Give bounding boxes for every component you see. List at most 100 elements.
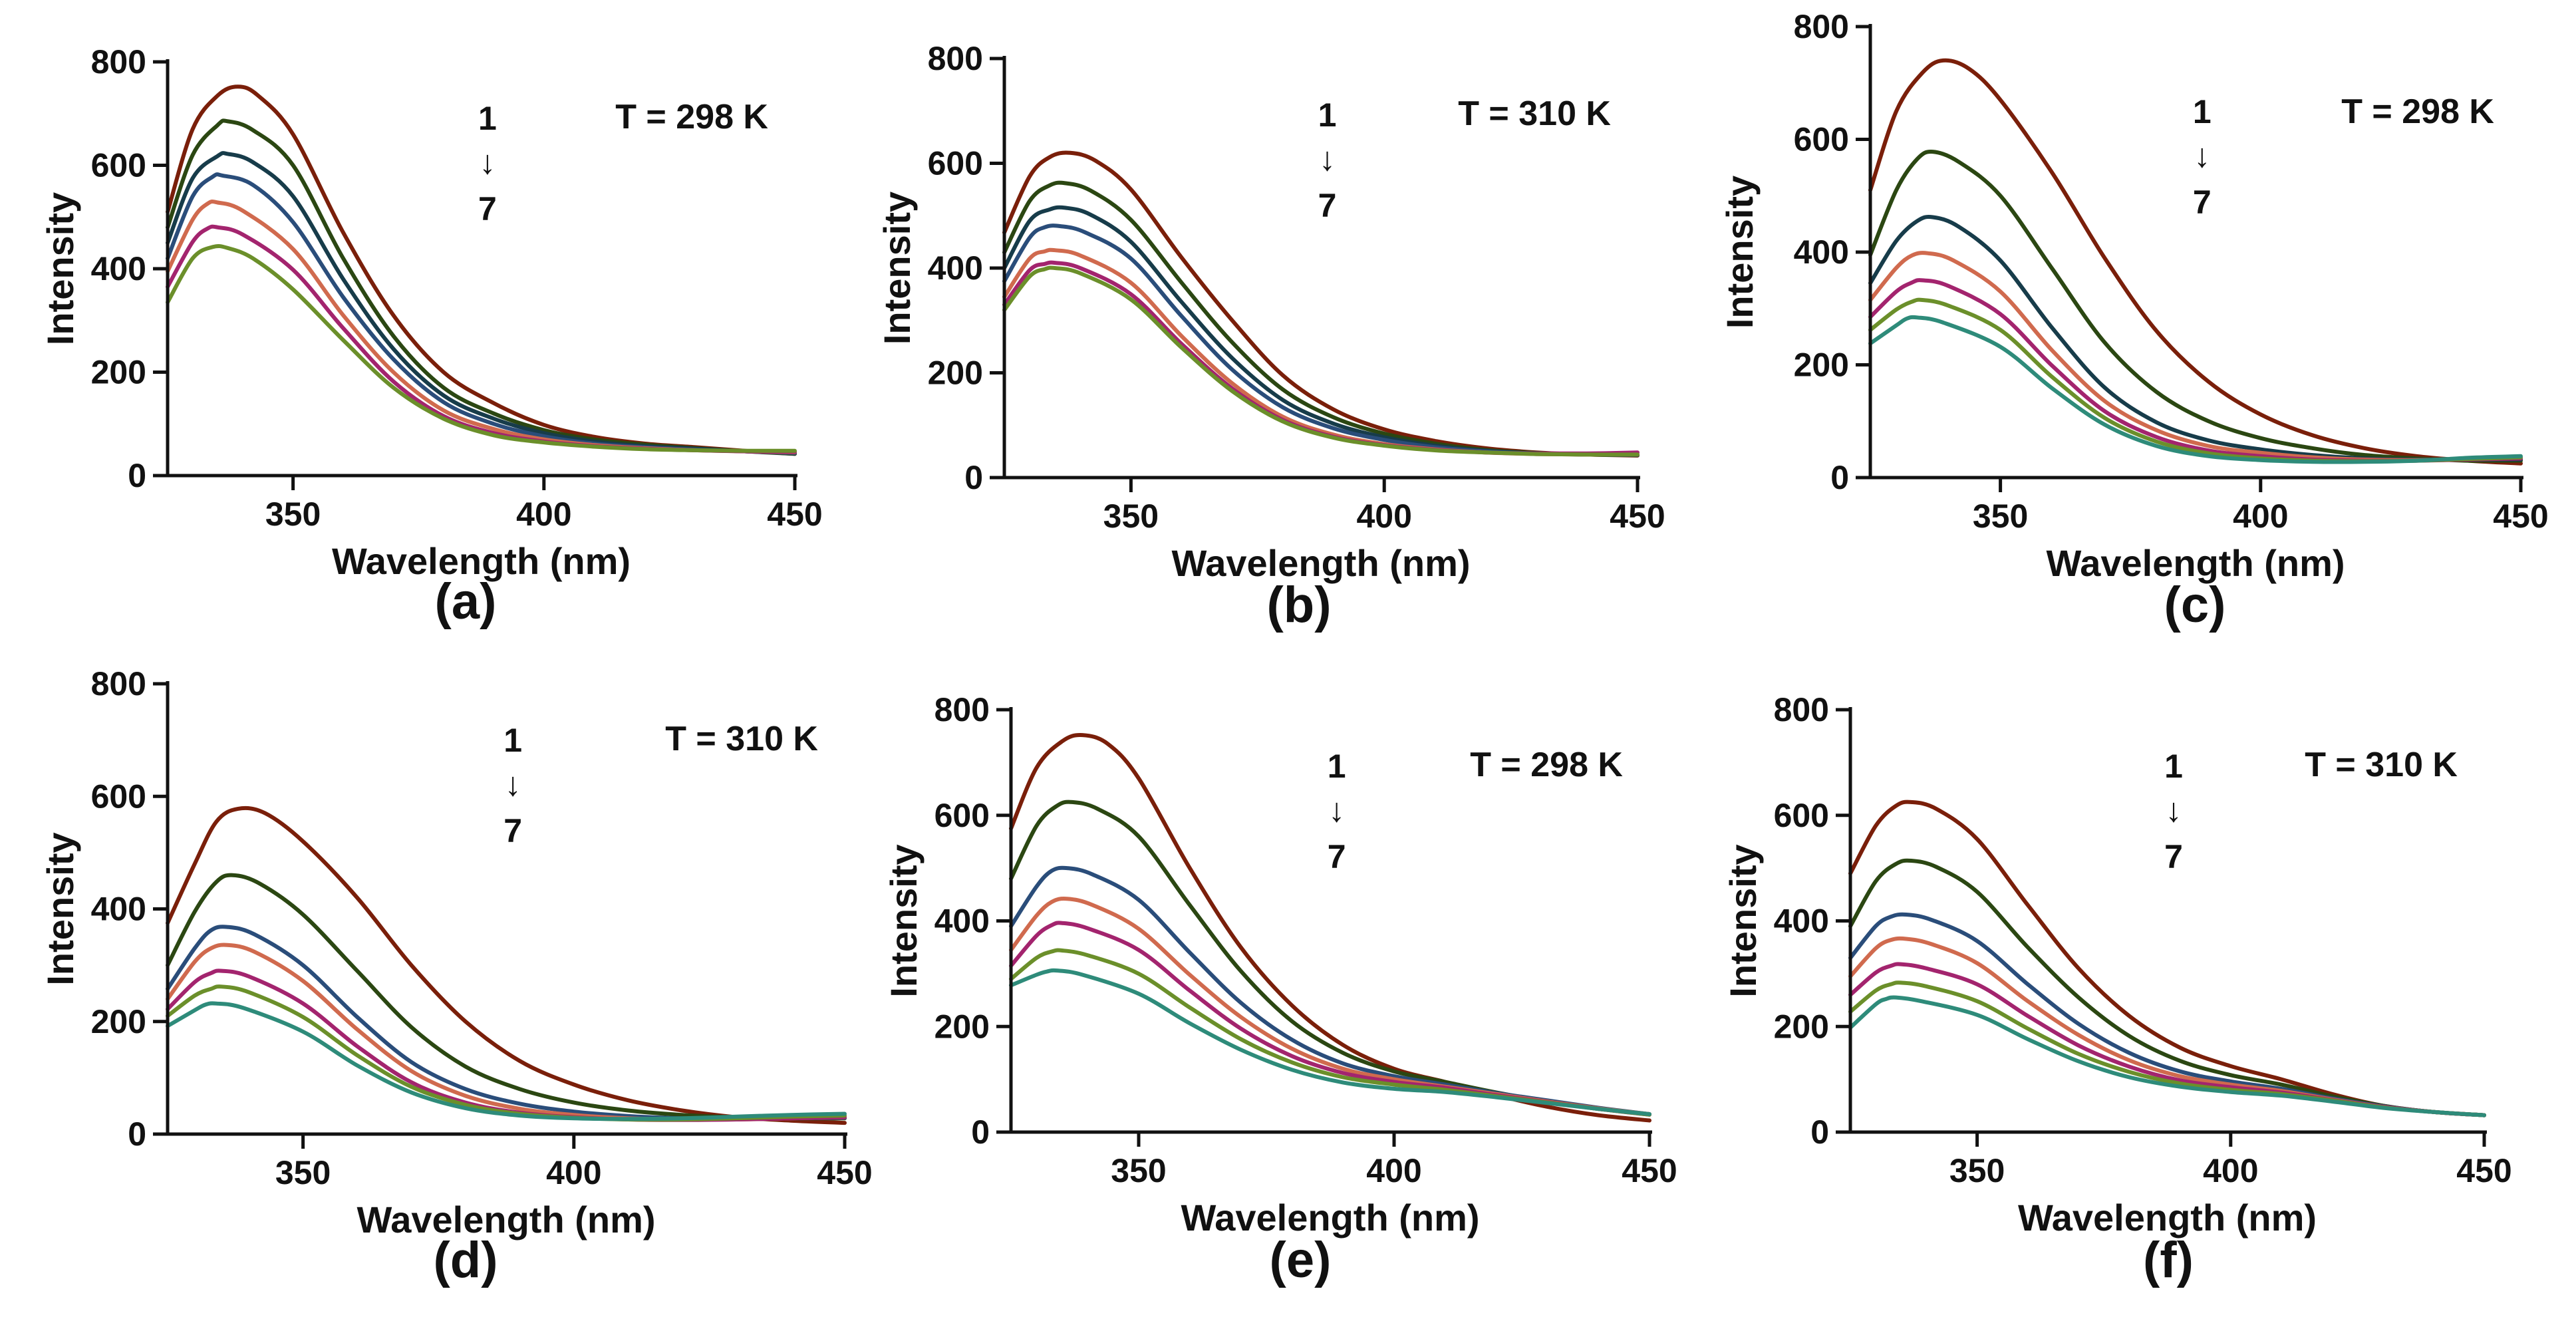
series-line-4	[1848, 936, 2486, 1117]
x-tick-label: 400	[546, 1154, 601, 1191]
x-axis-title: Wavelength (nm)	[1171, 542, 1470, 584]
y-tick-label: 200	[1794, 347, 1849, 384]
y-tick-label: 200	[928, 355, 983, 392]
order-bottom-label: 7	[1318, 187, 1337, 224]
chart-panel: 0 200 400 600 800 350 400 450 Wavelength (nm) Int…	[39, 665, 873, 1288]
order-arrow: ↓	[479, 144, 496, 181]
order-bottom-label: 7	[503, 812, 522, 849]
x-tick-label: 350	[275, 1154, 331, 1191]
chart-panel: 0 200 400 600 800 350 400 450 Wavelength (nm) Int…	[1722, 691, 2512, 1288]
y-tick-label: 800	[928, 40, 983, 77]
panel-caption: (f)	[2143, 1232, 2194, 1288]
y-axis-title: Intensity	[876, 192, 918, 345]
y-tick-label: 0	[1830, 459, 1849, 496]
y-tick-label: 400	[1774, 903, 1829, 940]
y-tick-label: 400	[1794, 233, 1849, 271]
series-line-1	[1868, 58, 2523, 466]
order-arrow: ↓	[505, 766, 521, 803]
series-line-2	[1868, 149, 2523, 463]
series-line-5	[166, 968, 847, 1122]
order-bottom-label: 7	[2193, 184, 2212, 221]
x-axis-title: Wavelength (nm)	[2018, 1197, 2317, 1239]
y-tick-label: 0	[128, 1115, 146, 1153]
series-line-3	[1002, 205, 1640, 458]
series-line-3	[166, 925, 847, 1121]
y-axis-title: Intensity	[39, 192, 81, 345]
x-axis-title: Wavelength (nm)	[1181, 1197, 1479, 1239]
order-top-label: 1	[2193, 93, 2212, 130]
x-tick-label: 450	[2456, 1152, 2511, 1189]
y-tick-label: 200	[91, 354, 146, 391]
y-tick-label: 400	[928, 249, 983, 287]
series-line-3	[1868, 214, 2523, 462]
order-top-label: 1	[2164, 748, 2183, 785]
y-tick-label: 200	[91, 1003, 146, 1040]
panel-caption: (e)	[1270, 1232, 1332, 1288]
series-line-4	[166, 943, 847, 1122]
y-tick-label: 0	[971, 1113, 990, 1151]
y-tick-label: 600	[1794, 121, 1849, 158]
series-line-1	[166, 84, 797, 456]
series-line-5	[1009, 921, 1651, 1117]
y-tick-label: 600	[91, 778, 146, 815]
series-line-6	[1848, 980, 2486, 1117]
x-axis-title: Wavelength (nm)	[357, 1199, 655, 1241]
y-tick-label: 0	[1810, 1113, 1829, 1151]
series-line-6	[1009, 948, 1651, 1117]
panel-caption: (b)	[1266, 577, 1331, 633]
x-tick-label: 450	[2493, 498, 2548, 535]
y-tick-label: 600	[91, 147, 146, 184]
x-tick-label: 400	[2203, 1152, 2258, 1189]
temperature-label: T = 298 K	[2341, 92, 2494, 131]
x-tick-label: 450	[767, 496, 822, 533]
y-tick-label: 200	[934, 1008, 990, 1045]
x-tick-label: 450	[817, 1154, 872, 1191]
y-tick-label: 800	[91, 665, 146, 702]
y-tick-label: 400	[91, 891, 146, 928]
series-line-2	[166, 873, 847, 1121]
chart-panel: 0 200 400 600 800 350 400 450 Wavelength (nm) Int…	[876, 40, 1665, 633]
x-tick-label: 450	[1610, 498, 1665, 535]
x-tick-label: 450	[1622, 1152, 1677, 1189]
series-line-7	[1848, 995, 2486, 1117]
chart-panel: 0 200 400 600 800 350 400 450 Wavelength (nm) Int…	[1719, 8, 2549, 633]
panel-caption: (a)	[435, 573, 497, 630]
y-tick-label: 800	[934, 691, 990, 728]
series-line-7	[166, 1001, 847, 1121]
y-axis-title: Intensity	[39, 832, 81, 985]
chart-panel: 0 200 400 600 800 350 400 450 Wavelength (nm) Int…	[39, 43, 823, 630]
x-tick-label: 400	[1356, 498, 1411, 535]
order-top-label: 1	[503, 722, 522, 759]
y-tick-label: 400	[934, 903, 990, 940]
x-tick-label: 350	[1973, 498, 2028, 535]
y-axis-title: Intensity	[1722, 844, 1764, 997]
panel-caption: (c)	[2164, 577, 2226, 633]
x-tick-label: 400	[2233, 498, 2288, 535]
temperature-label: T = 298 K	[1470, 746, 1623, 784]
order-top-label: 1	[478, 100, 497, 137]
x-axis-title: Wavelength (nm)	[2046, 542, 2345, 584]
series-line-7	[1009, 968, 1651, 1116]
series-line-7	[166, 243, 797, 453]
chart-panel: 0 200 400 600 800 350 400 450 Wavelength (nm) Int…	[883, 691, 1677, 1288]
x-tick-label: 400	[516, 496, 571, 533]
y-axis-title: Intensity	[1719, 176, 1761, 329]
y-axis-title: Intensity	[883, 844, 925, 997]
series-line-3	[1009, 865, 1651, 1116]
y-tick-label: 200	[1774, 1008, 1829, 1045]
x-tick-label: 350	[265, 496, 321, 533]
panel-caption: (d)	[433, 1232, 498, 1288]
y-tick-label: 800	[91, 43, 146, 80]
x-tick-label: 400	[1366, 1152, 1421, 1189]
order-arrow: ↓	[1328, 792, 1345, 829]
y-tick-label: 0	[964, 459, 983, 496]
temperature-label: T = 310 K	[665, 720, 818, 758]
order-top-label: 1	[1318, 96, 1337, 134]
order-arrow: ↓	[1319, 140, 1336, 178]
y-tick-label: 0	[128, 457, 146, 494]
order-arrow: ↓	[2194, 137, 2210, 174]
order-bottom-label: 7	[2164, 838, 2183, 875]
y-tick-label: 400	[91, 250, 146, 287]
y-tick-label: 800	[1794, 8, 1849, 45]
